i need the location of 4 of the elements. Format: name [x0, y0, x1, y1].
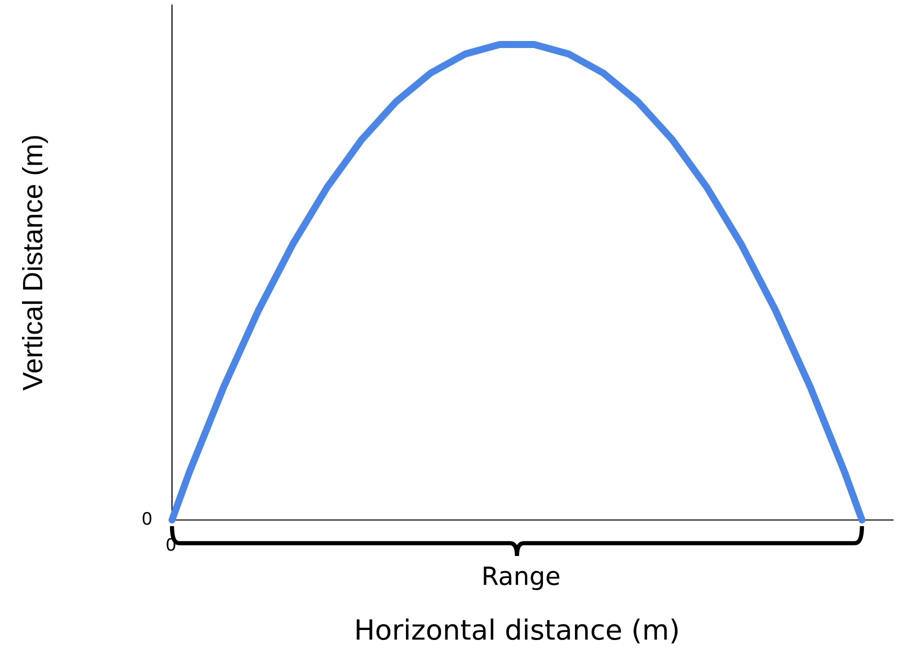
text: 0	[142, 512, 152, 525]
x-axis-title: Horizontal distance (m)	[356, 618, 678, 644]
text: Range	[484, 566, 560, 590]
y-axis-title: Vertical Distance (m)	[22, 136, 48, 390]
